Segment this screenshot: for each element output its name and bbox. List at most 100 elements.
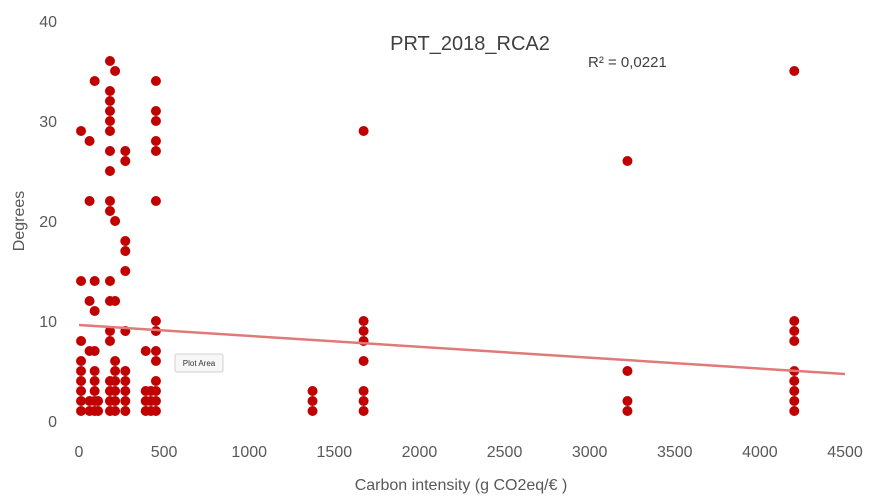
data-point xyxy=(120,406,131,416)
data-point xyxy=(104,336,115,346)
data-point xyxy=(104,326,115,336)
data-point xyxy=(93,396,104,406)
data-point xyxy=(76,376,87,386)
data-point xyxy=(307,396,318,406)
data-point xyxy=(120,376,131,386)
data-point xyxy=(104,56,115,66)
data-point xyxy=(120,396,131,406)
data-point xyxy=(76,356,87,366)
data-point xyxy=(76,336,87,346)
data-point xyxy=(150,386,161,396)
data-point xyxy=(120,386,131,396)
r-squared-label: R² = 0,0221 xyxy=(588,54,667,71)
data-point xyxy=(358,406,369,416)
data-point xyxy=(150,376,161,386)
data-point xyxy=(120,156,131,166)
data-point xyxy=(120,146,131,156)
x-tick-label: 2000 xyxy=(402,444,438,461)
data-point xyxy=(120,246,131,256)
data-point xyxy=(84,196,95,206)
data-point xyxy=(150,316,161,326)
data-point xyxy=(104,116,115,126)
data-point xyxy=(104,196,115,206)
y-tick-label: 0 xyxy=(48,414,57,431)
data-point xyxy=(622,406,633,416)
x-axis-title: Carbon intensity (g CO2eq/€ ) xyxy=(355,477,568,494)
data-point xyxy=(120,266,131,276)
data-point xyxy=(358,126,369,136)
x-tick-label: 2500 xyxy=(487,444,523,461)
data-points xyxy=(76,56,800,416)
data-point xyxy=(110,386,121,396)
data-point xyxy=(89,366,100,376)
x-tick-label: 4500 xyxy=(827,444,863,461)
data-point xyxy=(104,106,115,116)
x-tick-label: 500 xyxy=(151,444,178,461)
data-point xyxy=(104,206,115,216)
y-tick-label: 40 xyxy=(39,14,57,31)
data-point xyxy=(76,366,87,376)
trendline xyxy=(78,323,846,376)
data-point xyxy=(104,166,115,176)
data-point xyxy=(140,346,151,356)
y-axis-title: Degrees xyxy=(11,191,28,251)
tooltip-box xyxy=(174,353,224,373)
data-point xyxy=(358,386,369,396)
data-point xyxy=(150,116,161,126)
data-point xyxy=(150,346,161,356)
data-point xyxy=(76,396,87,406)
x-tick-label: 1000 xyxy=(231,444,267,461)
data-point xyxy=(150,356,161,366)
data-point xyxy=(104,96,115,106)
data-point xyxy=(110,406,121,416)
x-tick-label: 3000 xyxy=(572,444,608,461)
data-point xyxy=(789,396,800,406)
data-point xyxy=(104,86,115,96)
data-point xyxy=(789,66,800,76)
tooltip-text: Plot Area xyxy=(183,359,216,368)
data-point xyxy=(789,326,800,336)
data-point xyxy=(89,276,100,286)
data-point xyxy=(358,316,369,326)
data-point xyxy=(358,356,369,366)
data-point xyxy=(89,76,100,86)
data-point xyxy=(84,136,95,146)
data-point xyxy=(110,376,121,386)
data-point xyxy=(789,386,800,396)
data-point xyxy=(110,366,121,376)
data-point xyxy=(150,136,161,146)
data-point xyxy=(84,296,95,306)
x-axis-ticks: 0 500 1000 1500 2000 2500 3000 3500 4000 4500 xyxy=(75,444,863,461)
plot-area-tooltip: Plot Area xyxy=(174,353,224,373)
data-point xyxy=(622,156,633,166)
data-point xyxy=(150,406,161,416)
data-point xyxy=(150,146,161,156)
x-tick-label: 1500 xyxy=(317,444,353,461)
data-point xyxy=(104,276,115,286)
data-point xyxy=(120,236,131,246)
data-point xyxy=(789,336,800,346)
data-point xyxy=(76,276,87,286)
data-point xyxy=(150,76,161,86)
data-point xyxy=(89,346,100,356)
data-point xyxy=(110,296,121,306)
data-point xyxy=(110,356,121,366)
chart-title: PRT_2018_RCA2 xyxy=(390,33,550,55)
data-point xyxy=(76,406,87,416)
data-point xyxy=(307,386,318,396)
x-tick-label: 4000 xyxy=(742,444,778,461)
data-point xyxy=(120,366,131,376)
x-tick-label: 3500 xyxy=(657,444,693,461)
data-point xyxy=(150,106,161,116)
y-axis-ticks: 0 10 20 30 40 xyxy=(39,14,57,431)
data-point xyxy=(789,376,800,386)
data-point xyxy=(89,306,100,316)
data-point xyxy=(76,386,87,396)
data-point xyxy=(150,196,161,206)
data-point xyxy=(89,376,100,386)
data-point xyxy=(150,396,161,406)
y-tick-label: 20 xyxy=(39,214,57,231)
data-point xyxy=(110,66,121,76)
data-point xyxy=(622,366,633,376)
y-tick-label: 10 xyxy=(39,314,57,331)
